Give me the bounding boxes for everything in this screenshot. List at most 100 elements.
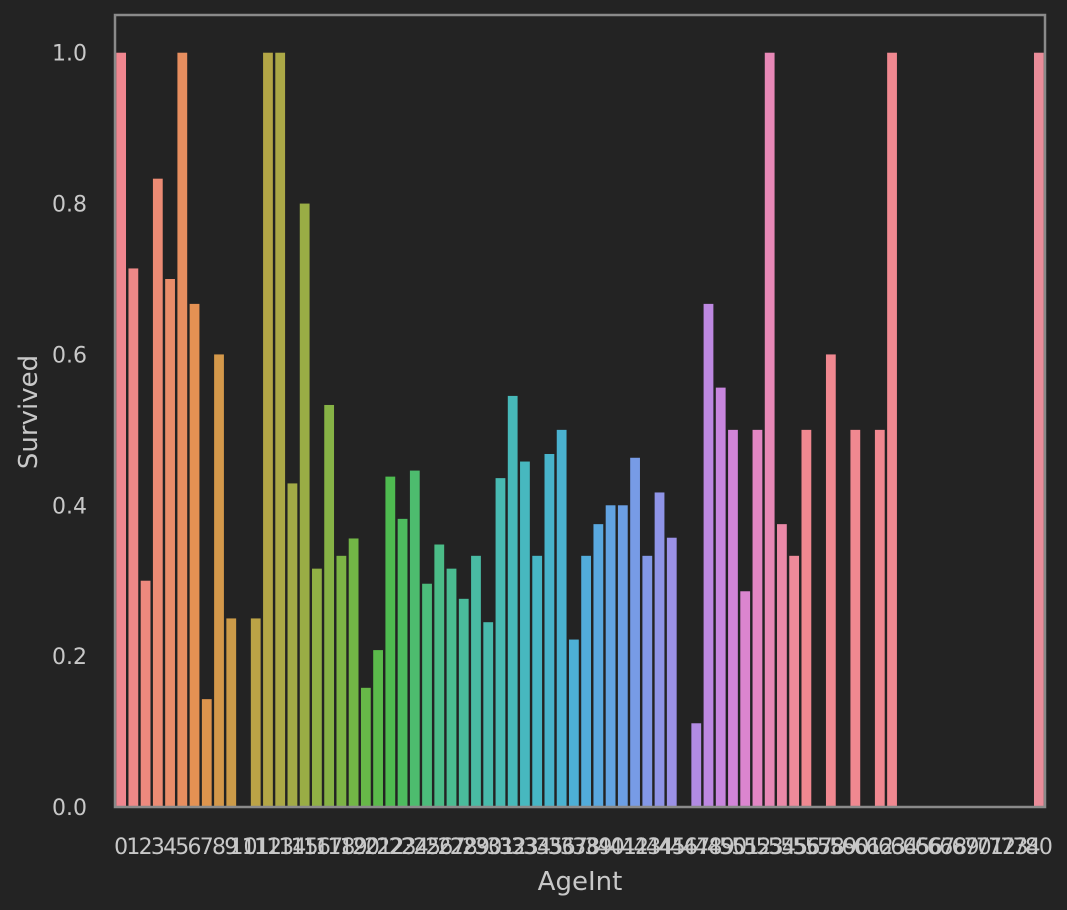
x-tick-label: 44 <box>646 835 674 860</box>
x-tick-label: 29 <box>462 835 490 860</box>
bar-32 <box>507 395 518 807</box>
y-tick-label: 0.0 <box>52 796 87 821</box>
y-tick-label: 0.2 <box>52 645 87 670</box>
x-tick-label: 45 <box>658 835 686 860</box>
x-tick-label: 32 <box>499 835 527 860</box>
x-tick-label: 2 <box>139 835 153 860</box>
x-tick-label: 72 <box>988 835 1016 860</box>
x-tick-label: 67 <box>927 835 955 860</box>
x-tick-label: 25 <box>413 835 441 860</box>
x-tick-label: 47 <box>682 835 710 860</box>
x-tick-label: 60 <box>841 835 869 860</box>
x-tick-label: 35 <box>535 835 563 860</box>
bar-21 <box>373 650 383 807</box>
bar-54 <box>777 524 787 807</box>
bar-53 <box>764 52 775 807</box>
bar-36 <box>556 429 567 807</box>
bar-52 <box>752 429 763 807</box>
x-tick-label: 62 <box>866 835 894 860</box>
x-axis-label: AgeInt <box>538 867 623 897</box>
y-tick-label: 0.6 <box>52 343 87 368</box>
x-tick-label: 65 <box>903 835 931 860</box>
x-tick-label: 7 <box>200 835 214 860</box>
bar-43 <box>642 555 653 807</box>
bar-38 <box>581 555 592 807</box>
bar-39 <box>593 524 604 807</box>
bar-5 <box>177 52 188 807</box>
bar-29 <box>471 555 481 807</box>
bar-80 <box>1033 52 1044 807</box>
x-tick-label: 24 <box>401 835 429 860</box>
bar-56 <box>801 429 812 807</box>
bar-16 <box>312 568 322 807</box>
x-tick-label: 52 <box>743 835 771 860</box>
x-tick-label: 37 <box>560 835 588 860</box>
x-tick-label: 20 <box>352 835 380 860</box>
bar-33 <box>520 461 530 807</box>
bar-26 <box>434 544 445 807</box>
bar-62 <box>874 429 885 807</box>
bar-31 <box>495 478 506 807</box>
x-tick-label: 73 <box>1000 835 1028 860</box>
bar-23 <box>397 518 408 807</box>
bar-44 <box>654 492 665 807</box>
x-tick-label: 70 <box>964 835 992 860</box>
bar-41 <box>617 505 628 807</box>
x-tick-label: 28 <box>450 835 478 860</box>
bar-11 <box>250 618 261 807</box>
x-tick-label: 30 <box>474 835 502 860</box>
bar-0 <box>116 52 127 807</box>
bar-3 <box>152 178 163 807</box>
bar-7 <box>201 699 212 807</box>
bar-6 <box>189 303 200 807</box>
x-tick-label: 80 <box>1025 835 1053 860</box>
bar-2 <box>140 580 151 807</box>
x-tick-label: 1 <box>126 835 140 860</box>
bar-17 <box>324 404 335 807</box>
bar-30 <box>483 622 494 807</box>
bar-25 <box>422 583 432 807</box>
x-tick-label: 23 <box>389 835 417 860</box>
bar-63 <box>887 52 897 807</box>
bar-48 <box>703 303 714 807</box>
x-tick-label: 48 <box>694 835 722 860</box>
bar-19 <box>348 538 359 807</box>
bar-50 <box>728 429 738 807</box>
bar-22 <box>385 476 396 807</box>
x-tick-label: 59 <box>829 835 857 860</box>
bar-28 <box>458 598 469 807</box>
x-tick-label: 53 <box>756 835 784 860</box>
y-tick-labels: 0.0 0.2 0.4 0.6 0.8 1.0 <box>52 42 87 821</box>
x-tick-label: 10 <box>229 835 257 860</box>
x-tick-label: 0 <box>114 835 128 860</box>
bar-18 <box>336 555 347 807</box>
bar-60 <box>850 429 861 807</box>
bar-14 <box>287 483 298 807</box>
x-tick-label: 8 <box>212 835 226 860</box>
x-tick-label: 43 <box>633 835 661 860</box>
x-tick-label: 46 <box>670 835 698 860</box>
x-tick-label: 11 <box>242 835 270 860</box>
x-tick-label: 18 <box>327 835 355 860</box>
x-tick-label: 50 <box>719 835 747 860</box>
x-tick-label: 12 <box>254 835 282 860</box>
x-tick-label: 51 <box>731 835 759 860</box>
x-tick-label: 22 <box>376 835 404 860</box>
bar-55 <box>789 555 800 807</box>
x-tick-label: 54 <box>768 835 796 860</box>
x-tick-label: 41 <box>609 835 637 860</box>
x-tick-label: 39 <box>584 835 612 860</box>
bar-12 <box>263 52 273 807</box>
y-tick-label: 1.0 <box>52 42 87 67</box>
bar-49 <box>715 387 726 807</box>
bar-58 <box>825 354 836 807</box>
x-tick-label: 58 <box>817 835 845 860</box>
x-tick-label: 55 <box>780 835 808 860</box>
bar-24 <box>409 470 420 807</box>
x-tick-label: 71 <box>976 835 1004 860</box>
bar-27 <box>446 568 457 807</box>
x-tick-labels: 0123456789101112131415161718192021222324… <box>114 835 1053 860</box>
y-tick-label: 0.4 <box>52 494 87 519</box>
x-tick-label: 21 <box>364 835 392 860</box>
